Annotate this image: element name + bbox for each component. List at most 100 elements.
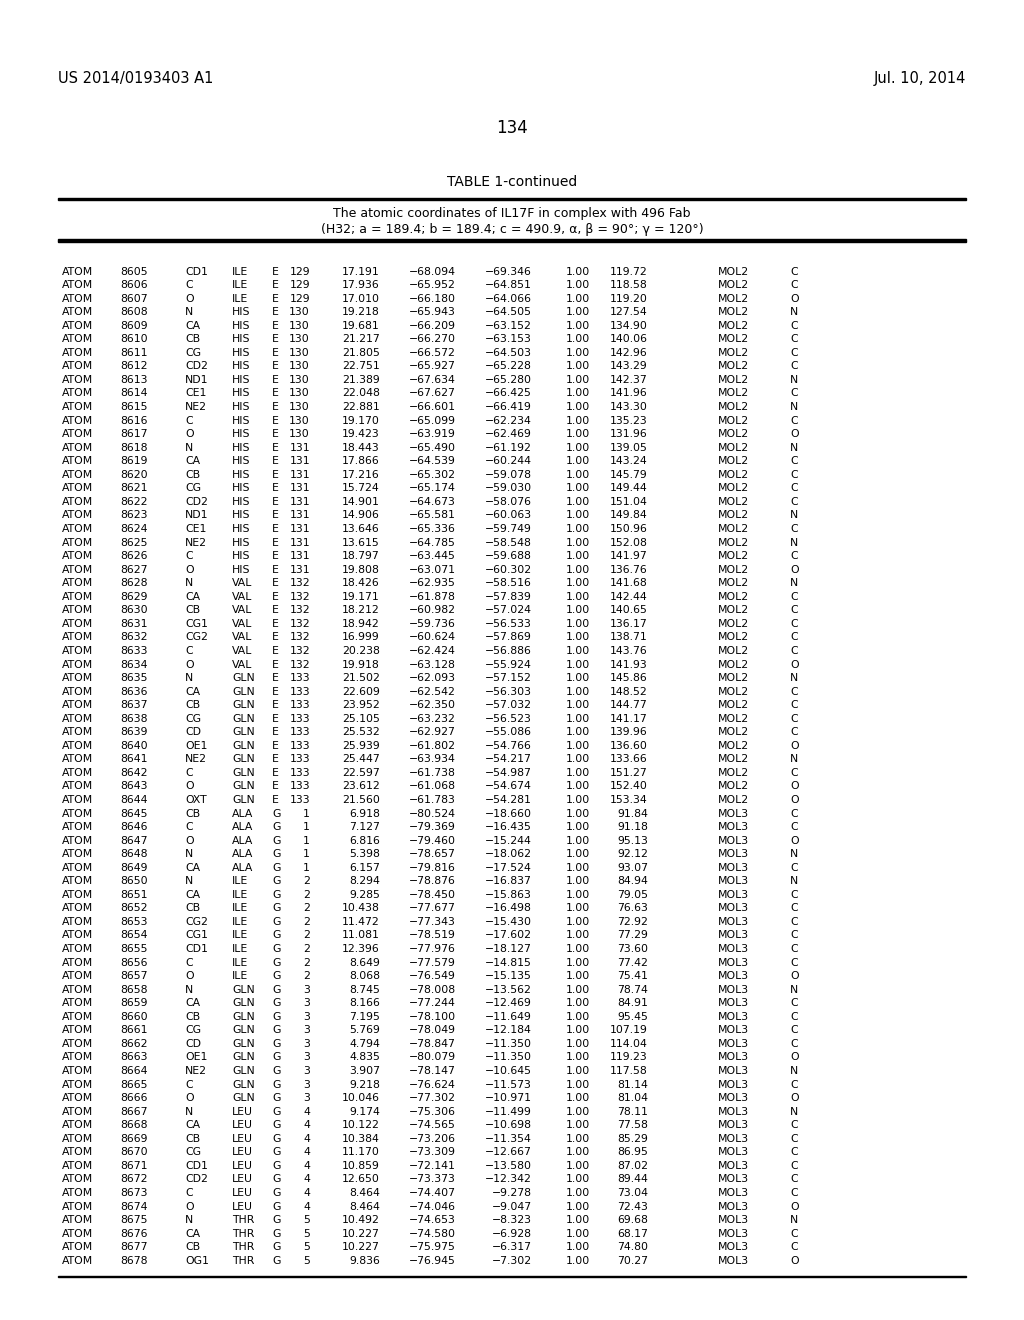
Text: −79.816: −79.816 xyxy=(410,863,456,873)
Text: MOL3: MOL3 xyxy=(718,1080,750,1089)
Text: 141.96: 141.96 xyxy=(610,388,648,399)
Text: 1.00: 1.00 xyxy=(565,1067,590,1076)
Text: 21.389: 21.389 xyxy=(342,375,380,385)
Text: MOL3: MOL3 xyxy=(718,998,750,1008)
Text: G: G xyxy=(272,1106,281,1117)
Text: 4: 4 xyxy=(303,1106,310,1117)
Text: 141.93: 141.93 xyxy=(610,660,648,669)
Text: ALA: ALA xyxy=(232,809,253,818)
Text: CA: CA xyxy=(185,890,200,900)
Text: MOL2: MOL2 xyxy=(718,741,750,751)
Text: HIS: HIS xyxy=(232,442,251,453)
Text: 135.23: 135.23 xyxy=(610,416,648,425)
Text: C: C xyxy=(790,1134,798,1143)
Text: 8669: 8669 xyxy=(121,1134,148,1143)
Text: ATOM: ATOM xyxy=(62,1229,93,1238)
Text: 114.04: 114.04 xyxy=(610,1039,648,1049)
Text: ATOM: ATOM xyxy=(62,267,93,277)
Text: E: E xyxy=(272,308,279,317)
Text: 8627: 8627 xyxy=(121,565,148,574)
Text: E: E xyxy=(272,619,279,628)
Text: 2: 2 xyxy=(303,957,310,968)
Text: G: G xyxy=(272,1080,281,1089)
Text: MOL3: MOL3 xyxy=(718,876,750,886)
Text: C: C xyxy=(790,457,798,466)
Text: 8666: 8666 xyxy=(121,1093,148,1104)
Text: HIS: HIS xyxy=(232,537,251,548)
Text: MOL2: MOL2 xyxy=(718,686,750,697)
Text: G: G xyxy=(272,944,281,954)
Text: ATOM: ATOM xyxy=(62,457,93,466)
Text: CG1: CG1 xyxy=(185,619,208,628)
Text: 1.00: 1.00 xyxy=(565,591,590,602)
Text: C: C xyxy=(790,917,798,927)
Text: C: C xyxy=(790,619,798,628)
Text: −17.602: −17.602 xyxy=(485,931,532,940)
Text: 1.00: 1.00 xyxy=(565,403,590,412)
Text: C: C xyxy=(790,1188,798,1199)
Text: O: O xyxy=(790,741,799,751)
Text: −18.660: −18.660 xyxy=(485,809,532,818)
Text: 130: 130 xyxy=(289,429,310,440)
Text: C: C xyxy=(790,470,798,479)
Text: C: C xyxy=(185,280,193,290)
Text: GLN: GLN xyxy=(232,1052,255,1063)
Text: 8642: 8642 xyxy=(121,768,148,777)
Text: C: C xyxy=(790,606,798,615)
Text: 8655: 8655 xyxy=(121,944,148,954)
Text: ATOM: ATOM xyxy=(62,836,93,846)
Text: 151.04: 151.04 xyxy=(610,496,648,507)
Text: 8659: 8659 xyxy=(121,998,148,1008)
Text: THR: THR xyxy=(232,1255,254,1266)
Text: E: E xyxy=(272,727,279,738)
Text: MOL3: MOL3 xyxy=(718,1039,750,1049)
Text: MOL3: MOL3 xyxy=(718,1175,750,1184)
Text: CD2: CD2 xyxy=(185,362,208,371)
Text: LEU: LEU xyxy=(232,1106,253,1117)
Text: 136.17: 136.17 xyxy=(610,619,648,628)
Text: MOL2: MOL2 xyxy=(718,565,750,574)
Text: 1: 1 xyxy=(303,809,310,818)
Text: CE1: CE1 xyxy=(185,388,207,399)
Text: −63.153: −63.153 xyxy=(485,334,532,345)
Text: O: O xyxy=(185,781,194,792)
Text: O: O xyxy=(790,1201,799,1212)
Text: MOL3: MOL3 xyxy=(718,1242,750,1253)
Text: GLN: GLN xyxy=(232,1093,255,1104)
Text: ALA: ALA xyxy=(232,836,253,846)
Text: E: E xyxy=(272,537,279,548)
Text: 8636: 8636 xyxy=(121,686,148,697)
Text: −69.346: −69.346 xyxy=(485,267,532,277)
Text: C: C xyxy=(790,334,798,345)
Text: ATOM: ATOM xyxy=(62,552,93,561)
Text: CG1: CG1 xyxy=(185,931,208,940)
Text: 133: 133 xyxy=(290,795,310,805)
Text: ATOM: ATOM xyxy=(62,524,93,535)
Text: 1.00: 1.00 xyxy=(565,768,590,777)
Text: −65.943: −65.943 xyxy=(410,308,456,317)
Text: VAL: VAL xyxy=(232,645,252,656)
Text: 13.615: 13.615 xyxy=(342,537,380,548)
Text: ATOM: ATOM xyxy=(62,470,93,479)
Text: −56.533: −56.533 xyxy=(485,619,532,628)
Text: 1.00: 1.00 xyxy=(565,673,590,682)
Text: 8624: 8624 xyxy=(121,524,148,535)
Text: MOL3: MOL3 xyxy=(718,944,750,954)
Text: E: E xyxy=(272,457,279,466)
Text: −66.601: −66.601 xyxy=(409,403,456,412)
Text: N: N xyxy=(790,754,799,764)
Text: −77.976: −77.976 xyxy=(410,944,456,954)
Text: 1: 1 xyxy=(303,849,310,859)
Text: THR: THR xyxy=(232,1214,254,1225)
Text: 8638: 8638 xyxy=(121,714,148,723)
Text: ATOM: ATOM xyxy=(62,632,93,643)
Text: C: C xyxy=(790,632,798,643)
Text: 131: 131 xyxy=(290,470,310,479)
Text: E: E xyxy=(272,606,279,615)
Text: MOL2: MOL2 xyxy=(718,673,750,682)
Text: ATOM: ATOM xyxy=(62,998,93,1008)
Text: 3: 3 xyxy=(303,1012,310,1022)
Text: 131: 131 xyxy=(290,511,310,520)
Text: 8634: 8634 xyxy=(121,660,148,669)
Text: 1.00: 1.00 xyxy=(565,524,590,535)
